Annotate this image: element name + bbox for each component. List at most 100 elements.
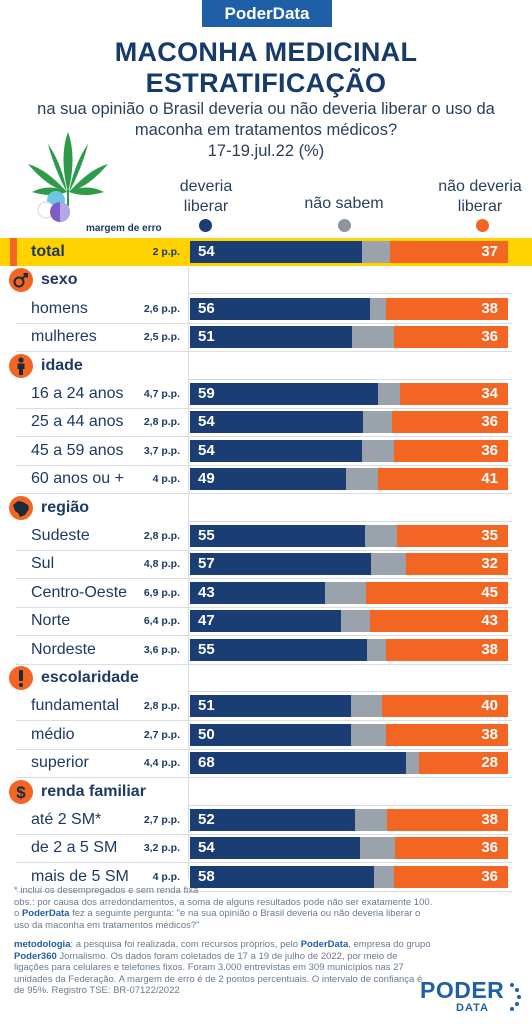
margin-of-error: 2 p.p.	[152, 246, 180, 258]
chart-title: MACONHA MEDICINAL ESTRATIFICAÇÃO	[0, 37, 532, 99]
margin-of-error: 4 p.p.	[152, 473, 180, 486]
title-line-2: ESTRATIFICAÇÃO	[145, 68, 387, 98]
bar-segment-nao-sabem	[363, 411, 392, 434]
group-label: renda familiar	[41, 782, 146, 800]
bar-segment-nao-deveria-liberar	[400, 383, 508, 405]
value-label-deveria-liberar: 58	[198, 867, 215, 885]
stacked-bar: 55 35	[190, 525, 508, 547]
bar-segment-deveria-liberar	[190, 865, 374, 888]
value-label-deveria-liberar: 59	[198, 385, 215, 402]
value-label-nao-deveria-liberar: 38	[481, 725, 498, 743]
stacked-bar: 54 36	[190, 411, 508, 434]
stacked-bar: 54 36	[190, 439, 508, 462]
stacked-bar: 49 41	[190, 468, 508, 491]
bar-segment-nao-sabem	[374, 865, 394, 888]
subtitle-line-2: maconha em tratamentos médicos?	[134, 121, 398, 139]
value-label-nao-deveria-liberar: 37	[481, 243, 498, 260]
legend-no-dot	[476, 219, 489, 232]
data-row: Sul 4,8 p.p. 57 32	[0, 550, 532, 580]
bar-segment-deveria-liberar	[190, 553, 371, 576]
value-label-deveria-liberar: 51	[198, 697, 215, 715]
row-label: 60 anos ou +	[31, 470, 124, 488]
bar-segment-nao-sabem	[378, 383, 400, 405]
value-label-nao-deveria-liberar: 36	[481, 441, 498, 459]
row-divider	[188, 520, 512, 522]
cannabis-leaf-icon	[28, 132, 108, 222]
bar-segment-nao-sabem	[341, 610, 370, 633]
row-label: Sudeste	[31, 527, 90, 544]
legend-no-line-1: não deveria	[438, 178, 522, 195]
bar-segment-nao-sabem	[370, 297, 386, 320]
row-divider	[16, 890, 512, 892]
margin-of-error: 2,6 p.p.	[143, 302, 180, 315]
row-divider	[16, 635, 512, 637]
bar-segment-deveria-liberar	[190, 723, 351, 746]
group-header: sexo	[0, 266, 532, 295]
value-label-deveria-liberar: 52	[198, 811, 215, 828]
stacked-bar: 68 28	[190, 752, 508, 775]
value-label-deveria-liberar: 49	[198, 470, 215, 488]
value-label-nao-deveria-liberar: 36	[481, 328, 498, 346]
data-row: 60 anos ou + 4 p.p. 49 41	[0, 465, 532, 495]
total-accent	[10, 238, 17, 266]
margin-of-error: 2,7 p.p.	[143, 728, 180, 741]
data-row: mulheres 2,5 p.p. 51 36	[0, 323, 532, 353]
row-divider	[16, 663, 512, 665]
gender-icon	[9, 268, 33, 293]
title-line-1: MACONHA MEDICINAL	[114, 37, 418, 67]
row-divider	[16, 777, 512, 779]
row-divider	[16, 550, 512, 551]
stacked-bar: 51 40	[190, 695, 508, 718]
group-label: escolaridade	[41, 669, 139, 686]
bar-segment-nao-deveria-liberar	[397, 525, 508, 547]
logo-main-text: PODER	[420, 977, 505, 1003]
group-label: sexo	[41, 271, 78, 289]
footer-notes: * inclui os desempregados e sem renda fi…	[14, 885, 434, 997]
stacked-bar: 54 37	[190, 241, 508, 263]
row-label: total	[31, 243, 65, 260]
data-row: médio 2,7 p.p. 50 38	[0, 721, 532, 750]
bar-segment-deveria-liberar	[190, 752, 406, 775]
row-divider	[16, 464, 512, 466]
row-divider	[16, 834, 512, 835]
person-icon	[9, 353, 33, 378]
row-divider	[188, 804, 512, 806]
margin-of-error: 6,4 p.p.	[143, 615, 180, 628]
value-label-deveria-liberar: 68	[198, 754, 215, 772]
group-header: $ renda familiar	[0, 778, 532, 806]
bar-segment-nao-sabem	[355, 809, 387, 831]
row-divider	[16, 578, 512, 580]
bar-segment-nao-sabem	[365, 525, 397, 547]
row-divider	[16, 720, 512, 722]
stacked-bar: 56 38	[190, 297, 508, 320]
bar-segment-nao-deveria-liberar	[386, 638, 508, 661]
value-label-deveria-liberar: 55	[198, 527, 215, 544]
note3-brand: PoderData	[21, 908, 70, 919]
dollar-icon: $	[9, 779, 33, 804]
row-divider	[188, 293, 512, 295]
bar-segment-deveria-liberar	[190, 326, 352, 349]
bar-segment-nao-deveria-liberar	[387, 809, 508, 831]
bar-segment-nao-sabem	[367, 638, 386, 661]
row-divider	[188, 691, 512, 692]
note3-pre: o	[14, 908, 22, 919]
bar-segment-nao-sabem	[406, 752, 419, 775]
group-header: região	[0, 494, 532, 522]
margin-of-error: 2,8 p.p.	[143, 530, 180, 542]
margin-of-error: 4,4 p.p.	[143, 757, 180, 770]
row-divider	[16, 322, 512, 324]
value-label-nao-deveria-liberar: 36	[481, 867, 498, 885]
margin-of-error: 4,8 p.p.	[143, 558, 180, 571]
bar-segment-deveria-liberar	[190, 241, 362, 263]
stacked-bar: 58 36	[190, 865, 508, 888]
row-divider	[16, 862, 512, 864]
method-brand: PoderData	[300, 939, 349, 950]
row-label: 16 a 24 anos	[31, 385, 124, 402]
bar-segment-deveria-liberar	[190, 525, 365, 547]
row-label: Nordeste	[31, 640, 96, 658]
method-text-b: , empresa do grupo	[348, 939, 431, 950]
value-label-nao-deveria-liberar: 40	[481, 697, 498, 715]
bar-segment-nao-deveria-liberar	[370, 610, 508, 633]
value-label-nao-deveria-liberar: 35	[481, 527, 498, 544]
group-label: idade	[41, 356, 83, 374]
